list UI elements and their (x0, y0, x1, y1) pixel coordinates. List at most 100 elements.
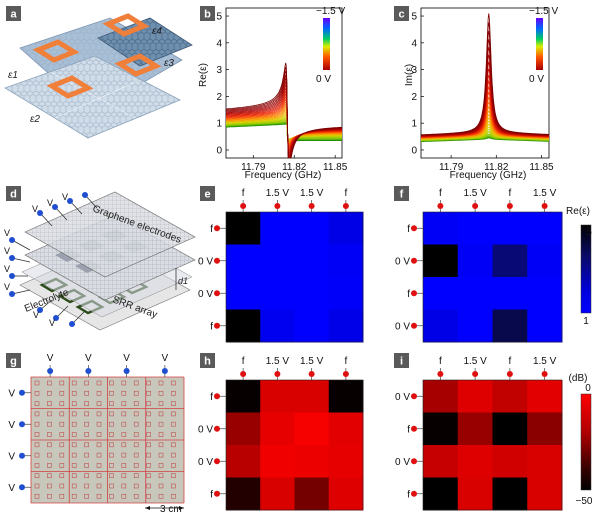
electrode-dot (342, 203, 349, 209)
srr-unit (96, 421, 102, 427)
spectrum-series (226, 115, 342, 141)
colorbar-title: (dB) (569, 373, 588, 384)
srr-unit (158, 432, 164, 437)
srr-unit (59, 473, 65, 479)
panel-letter-b: b (204, 9, 211, 21)
srr-unit (71, 390, 77, 396)
panel-letter-a: a (10, 9, 17, 21)
heatmap-cell (527, 309, 563, 343)
srr-unit (59, 421, 65, 427)
x-tick-label: 11.85 (323, 162, 348, 173)
srr-unit (71, 401, 77, 406)
srr-unit (158, 452, 164, 458)
srr-unit (171, 401, 176, 406)
electrode-dot (437, 203, 444, 209)
x-axis-label: Frequency (GHz) (450, 170, 527, 181)
srr-unit (34, 390, 40, 396)
colorbar-min: 1 (583, 316, 589, 327)
heatmap-cell (226, 212, 261, 245)
srr-unit (146, 442, 151, 448)
srr-unit (158, 442, 164, 448)
heatmap-cell (294, 380, 330, 413)
srr-unit (96, 401, 102, 406)
heatmap-cell (328, 412, 364, 446)
srr-unit (34, 473, 40, 479)
x-axis-label: Frequency (GHz) (245, 170, 322, 181)
electrode-dot (47, 368, 54, 374)
heatmap-cell (457, 445, 493, 478)
srr-unit (133, 483, 139, 489)
srr-unit (47, 411, 52, 417)
heatmap-cell (328, 212, 364, 245)
srr-unit (96, 390, 102, 396)
heatmap-cell (423, 309, 459, 343)
v-label: V (123, 353, 130, 364)
panel-g: g V V V V V V V V 3 cm (6, 353, 185, 514)
srr-unit (121, 452, 127, 458)
y-tick-label: 1 (216, 119, 222, 130)
colorbar-min: −50 (576, 496, 593, 507)
electrode-dot (214, 425, 220, 432)
colorbar-max: 0 (585, 383, 591, 394)
srr-unit (96, 432, 102, 437)
spectrum-series (226, 112, 342, 142)
srr-unit (34, 432, 40, 437)
srr-unit (59, 463, 65, 468)
electrode-dot (506, 203, 513, 209)
srr-unit (71, 452, 77, 458)
srr-unit (133, 432, 139, 437)
srr-unit (146, 483, 151, 489)
panel-letter-c: c (398, 9, 404, 21)
srr-unit (84, 493, 89, 499)
electrode-dot (411, 225, 417, 232)
srr-unit (146, 452, 151, 458)
srr-unit (47, 473, 52, 479)
y-tick-label: 0 (216, 145, 222, 156)
v-label: V (49, 318, 55, 328)
y-tick-label: 5 (411, 12, 417, 23)
srr-unit (133, 401, 139, 406)
srr-unit (158, 483, 164, 489)
v-label: V (4, 246, 10, 256)
electrode-dot (411, 257, 417, 264)
srr-unit (158, 380, 164, 386)
srr-unit (121, 442, 127, 448)
chart-b: 0 1 2 3 4 5 11.79 11.82 11.85 (216, 7, 348, 173)
heatmap-cell (492, 277, 528, 310)
srr-unit (47, 442, 52, 448)
heatmap-cell (328, 277, 364, 310)
heatmap-cell (492, 380, 528, 413)
electrode-dot (214, 393, 220, 400)
electrode-dot (214, 225, 220, 232)
column-label: 1.5 V (463, 356, 487, 367)
legend-gradient (323, 18, 330, 70)
electrode-dot (541, 371, 548, 377)
spectrum-series (421, 13, 549, 136)
panel-letter-d: d (10, 189, 17, 201)
srr-unit (47, 493, 52, 499)
column-label: 1.5 V (300, 188, 324, 199)
srr-unit (146, 463, 151, 468)
row-label: 0 V (198, 457, 213, 468)
heatmap-cell (492, 244, 528, 278)
eps-label: ε1 (8, 70, 18, 81)
electrode-dot (472, 371, 479, 377)
electrode-dot (214, 257, 220, 264)
srr-unit (133, 390, 139, 396)
srr-unit (34, 483, 40, 489)
srr-unit (121, 493, 127, 499)
column-label: 1.5 V (266, 188, 290, 199)
srr-unit (171, 463, 176, 468)
legend-gradient (536, 18, 543, 70)
srr-unit (133, 493, 139, 499)
srr-photo-grid (30, 376, 185, 504)
column-label: 1.5 V (533, 356, 557, 367)
srr-unit (47, 463, 52, 468)
srr-unit (133, 452, 139, 458)
heatmap-cell (527, 412, 563, 446)
y-tick-label: 3 (216, 65, 222, 76)
heatmap-cell (527, 477, 563, 511)
row-label: f (210, 392, 213, 403)
srr-unit (84, 452, 89, 458)
